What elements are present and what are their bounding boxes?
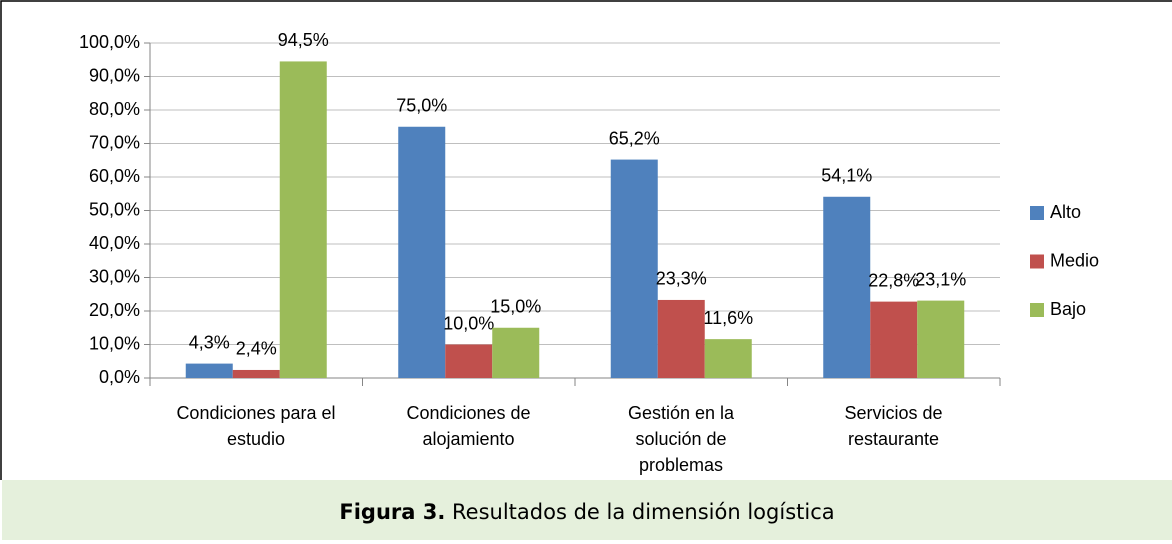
y-tick-label: 0,0%: [99, 367, 140, 387]
y-tick-label: 90,0%: [89, 65, 140, 85]
value-label: 10,0%: [443, 313, 494, 333]
legend-swatch: [1030, 254, 1044, 269]
x-tick-label: Servicios de restaurante: [844, 403, 943, 449]
bar: [445, 344, 493, 378]
bar: [185, 363, 233, 378]
bar: [232, 369, 280, 378]
caption-label: Figura 3.: [339, 500, 446, 524]
value-label: 94,5%: [278, 30, 329, 50]
bar: [610, 159, 658, 378]
value-label: 15,0%: [490, 297, 541, 317]
y-tick-label: 40,0%: [89, 233, 140, 253]
chart: 0,0% 10,0% 20,0% 30,0% 40,0% 50,0% 60,0% 70,0% 8…: [0, 0, 1172, 480]
x-tick-label: Gestión en la solución de problemas: [627, 403, 735, 475]
bar: [823, 196, 871, 378]
caption: Figura 3. Resultados de la dimensión log…: [2, 480, 1172, 540]
legend-label: Medio: [1050, 250, 1099, 270]
bar: [917, 300, 965, 378]
caption-text: Resultados de la dimensión logística: [452, 500, 835, 524]
frame: [0, 0, 1172, 480]
y-tick-label: 10,0%: [89, 333, 140, 353]
legend-label: Alto: [1050, 202, 1081, 222]
y-tick-label: 50,0%: [89, 199, 140, 219]
value-label: 23,3%: [656, 269, 707, 289]
value-label: 11,6%: [703, 308, 753, 328]
x-tick-label: Condiciones de alojamiento: [406, 403, 531, 449]
y-tick-label: 80,0%: [89, 99, 140, 119]
x-tick-label: Condiciones para el estudio: [176, 403, 336, 449]
value-label: 65,2%: [609, 128, 660, 148]
value-label: 2,4%: [236, 339, 277, 359]
value-label: 4,3%: [189, 332, 230, 352]
bar: [870, 301, 918, 378]
y-tick-label: 20,0%: [89, 300, 140, 320]
y-tick-label: 100,0%: [79, 32, 140, 52]
bar: [704, 339, 752, 378]
bar: [492, 327, 540, 378]
value-label: 75,0%: [396, 96, 447, 116]
bar: [657, 299, 705, 378]
y-tick-label: 30,0%: [89, 266, 140, 286]
bar: [279, 61, 327, 379]
legend-swatch: [1030, 206, 1044, 220]
value-label: 54,1%: [821, 166, 872, 186]
y-tick-label: 60,0%: [89, 166, 140, 186]
bar: [398, 126, 446, 378]
y-tick-label: 70,0%: [89, 132, 140, 152]
legend-swatch: [1030, 303, 1044, 317]
legend-label: Bajo: [1050, 299, 1086, 319]
value-label: 23,1%: [915, 269, 966, 289]
value-label: 22,8%: [868, 270, 919, 290]
